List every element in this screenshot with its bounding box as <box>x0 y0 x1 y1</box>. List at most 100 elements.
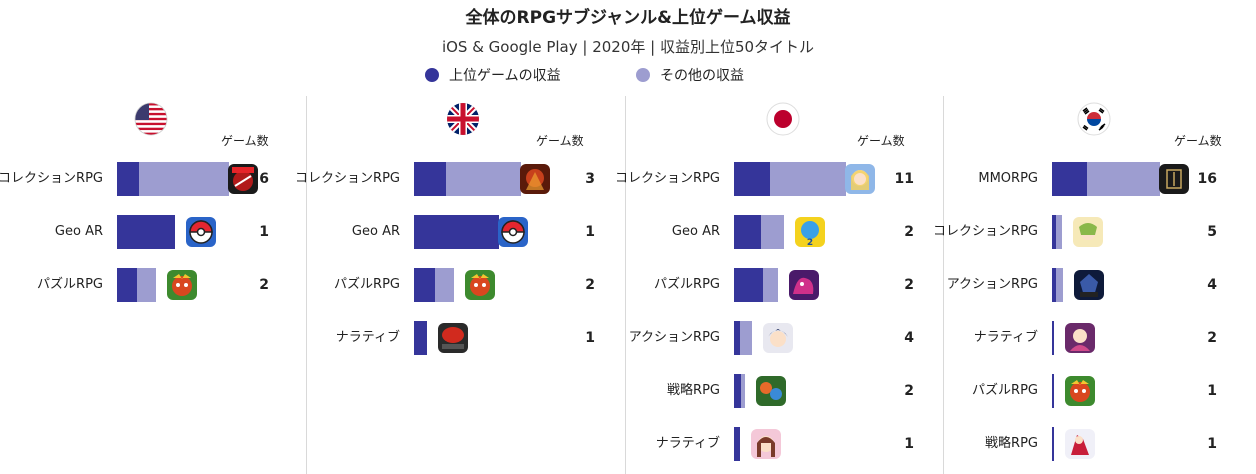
category-row: ナラティブ 2 <box>946 321 1256 355</box>
game-count-value: 1 <box>585 330 595 346</box>
category-row: アクションRPG 4 <box>946 268 1256 302</box>
bar-top-game-revenue <box>1052 162 1087 196</box>
bar-other-revenue <box>739 321 752 355</box>
story-app-icon <box>437 323 468 353</box>
game-count-header: ゲーム数 <box>857 134 905 148</box>
category-label: ナラティブ <box>335 330 400 345</box>
category-row: Geo AR 1 <box>310 215 620 249</box>
panel-divider <box>943 96 944 474</box>
bar-other-revenue <box>139 162 229 196</box>
bar-top-game-revenue <box>117 162 140 196</box>
bar-top-game-revenue <box>734 427 740 461</box>
puzzle-dragons-app-icon <box>464 270 495 300</box>
game-count-value: 2 <box>259 277 269 293</box>
category-label: コレクションRPG <box>933 224 1038 239</box>
game-count-value: 1 <box>585 224 595 240</box>
bar-other-revenue <box>769 162 846 196</box>
category-row: MMORPG 16 <box>946 162 1256 196</box>
game-count-value: 2 <box>1207 330 1217 346</box>
girl-portrait-app-icon <box>750 429 781 459</box>
bar-top-game-revenue <box>1052 268 1057 302</box>
dq-walk-app-icon: 2 <box>795 217 826 247</box>
game-count-value: 1 <box>1207 383 1217 399</box>
game-count-header: ゲーム数 <box>536 134 584 148</box>
pokeball-app-icon <box>497 217 528 247</box>
bar-top-game-revenue <box>117 215 176 249</box>
bar-other-revenue <box>1056 268 1063 302</box>
legend-label-other: その他の収益 <box>660 68 744 84</box>
category-label: コレクションRPG <box>0 171 103 186</box>
category-row: コレクションRPG 11 <box>615 162 938 196</box>
kr-flag-icon <box>1077 102 1111 136</box>
category-label: ナラティブ <box>973 330 1038 345</box>
category-label: コレクションRPG <box>295 171 400 186</box>
game-count-value: 1 <box>259 224 269 240</box>
category-row: パズルRPG 2 <box>310 268 620 302</box>
category-row: 戦略RPG 2 <box>628 374 938 408</box>
category-row: ナラティブ 1 <box>310 321 620 355</box>
bar-other-revenue <box>760 215 785 249</box>
country-panel-jp: ゲーム数コレクションRPG 11 Geo AR 2 2 パズルRPG 2 アクションRPG 4 戦… <box>615 96 938 474</box>
category-label: Geo AR <box>671 224 720 239</box>
category-label: パズルRPG <box>972 383 1038 398</box>
legend-swatch-top <box>425 68 439 82</box>
fighter-app-icon <box>1065 429 1096 459</box>
game-count-header: ゲーム数 <box>1174 134 1222 148</box>
category-row: パズルRPG 2 <box>628 268 938 302</box>
uk-flag-icon <box>446 102 480 136</box>
bar-top-game-revenue <box>1052 427 1055 461</box>
category-row: Geo AR 1 <box>0 215 310 249</box>
legend-item-top: 上位ゲームの収益 <box>425 65 561 85</box>
bar-top-game-revenue <box>414 321 427 355</box>
puzzle-dragons-app-icon <box>167 270 198 300</box>
bar-top-game-revenue <box>734 215 761 249</box>
category-row: アクションRPG 4 <box>628 321 938 355</box>
bar-other-revenue <box>740 374 746 408</box>
bar-other-revenue <box>446 162 521 196</box>
category-label: 戦略RPG <box>985 436 1038 451</box>
category-label: Geo AR <box>54 224 103 239</box>
panel-divider <box>625 96 626 474</box>
svg-text:2: 2 <box>807 238 813 247</box>
jp-flag-icon <box>766 102 800 136</box>
category-label: 戦略RPG <box>667 383 720 398</box>
anime-girl-app-icon <box>845 164 875 194</box>
panel-divider <box>306 96 307 474</box>
category-row: パズルRPG 2 <box>0 268 310 302</box>
legend-swatch-other <box>636 68 650 82</box>
game-count-value: 2 <box>904 224 914 240</box>
game-count-value: 2 <box>585 277 595 293</box>
category-label: パズルRPG <box>334 277 400 292</box>
category-row: コレクションRPG 6 <box>0 162 310 196</box>
category-label: アクションRPG <box>628 330 720 345</box>
bar-other-revenue <box>763 268 778 302</box>
strategy-app-icon <box>756 376 787 406</box>
legend-label-top: 上位ゲームの収益 <box>449 68 561 84</box>
game-count-value: 5 <box>1207 224 1217 240</box>
category-row: Geo AR 2 2 <box>628 215 938 249</box>
bar-top-game-revenue <box>1052 215 1057 249</box>
bar-top-game-revenue <box>414 268 436 302</box>
category-row: ナラティブ 1 <box>628 427 938 461</box>
legend-item-other: その他の収益 <box>636 65 744 85</box>
bar-top-game-revenue <box>734 374 741 408</box>
elf-app-icon <box>1072 217 1103 247</box>
warrior-app-icon <box>520 164 550 194</box>
game-count-value: 4 <box>904 330 914 346</box>
dragon-app-icon <box>788 270 819 300</box>
country-panel-kr: ゲーム数 MMORPG 16 コレクションRPG 5 アクションRPG 4 ナラティブ 2 パズル… <box>933 96 1256 474</box>
category-label: コレクションRPG <box>615 171 720 186</box>
bar-other-revenue <box>435 268 454 302</box>
bar-other-revenue <box>137 268 157 302</box>
game-count-value: 1 <box>1207 436 1217 452</box>
category-row: コレクションRPG 5 <box>933 215 1256 249</box>
game-count-value: 4 <box>1207 277 1217 293</box>
bar-other-revenue <box>1086 162 1160 196</box>
category-label: MMORPG <box>978 171 1038 186</box>
game-count-value: 3 <box>585 171 595 187</box>
bar-top-game-revenue <box>734 268 764 302</box>
category-row: パズルRPG 1 <box>946 374 1256 408</box>
us-flag-icon <box>134 102 168 136</box>
chart-subtitle: iOS & Google Play | 2020年 | 収益別上位50タイトル <box>441 38 815 56</box>
bar-top-game-revenue <box>1052 374 1055 408</box>
